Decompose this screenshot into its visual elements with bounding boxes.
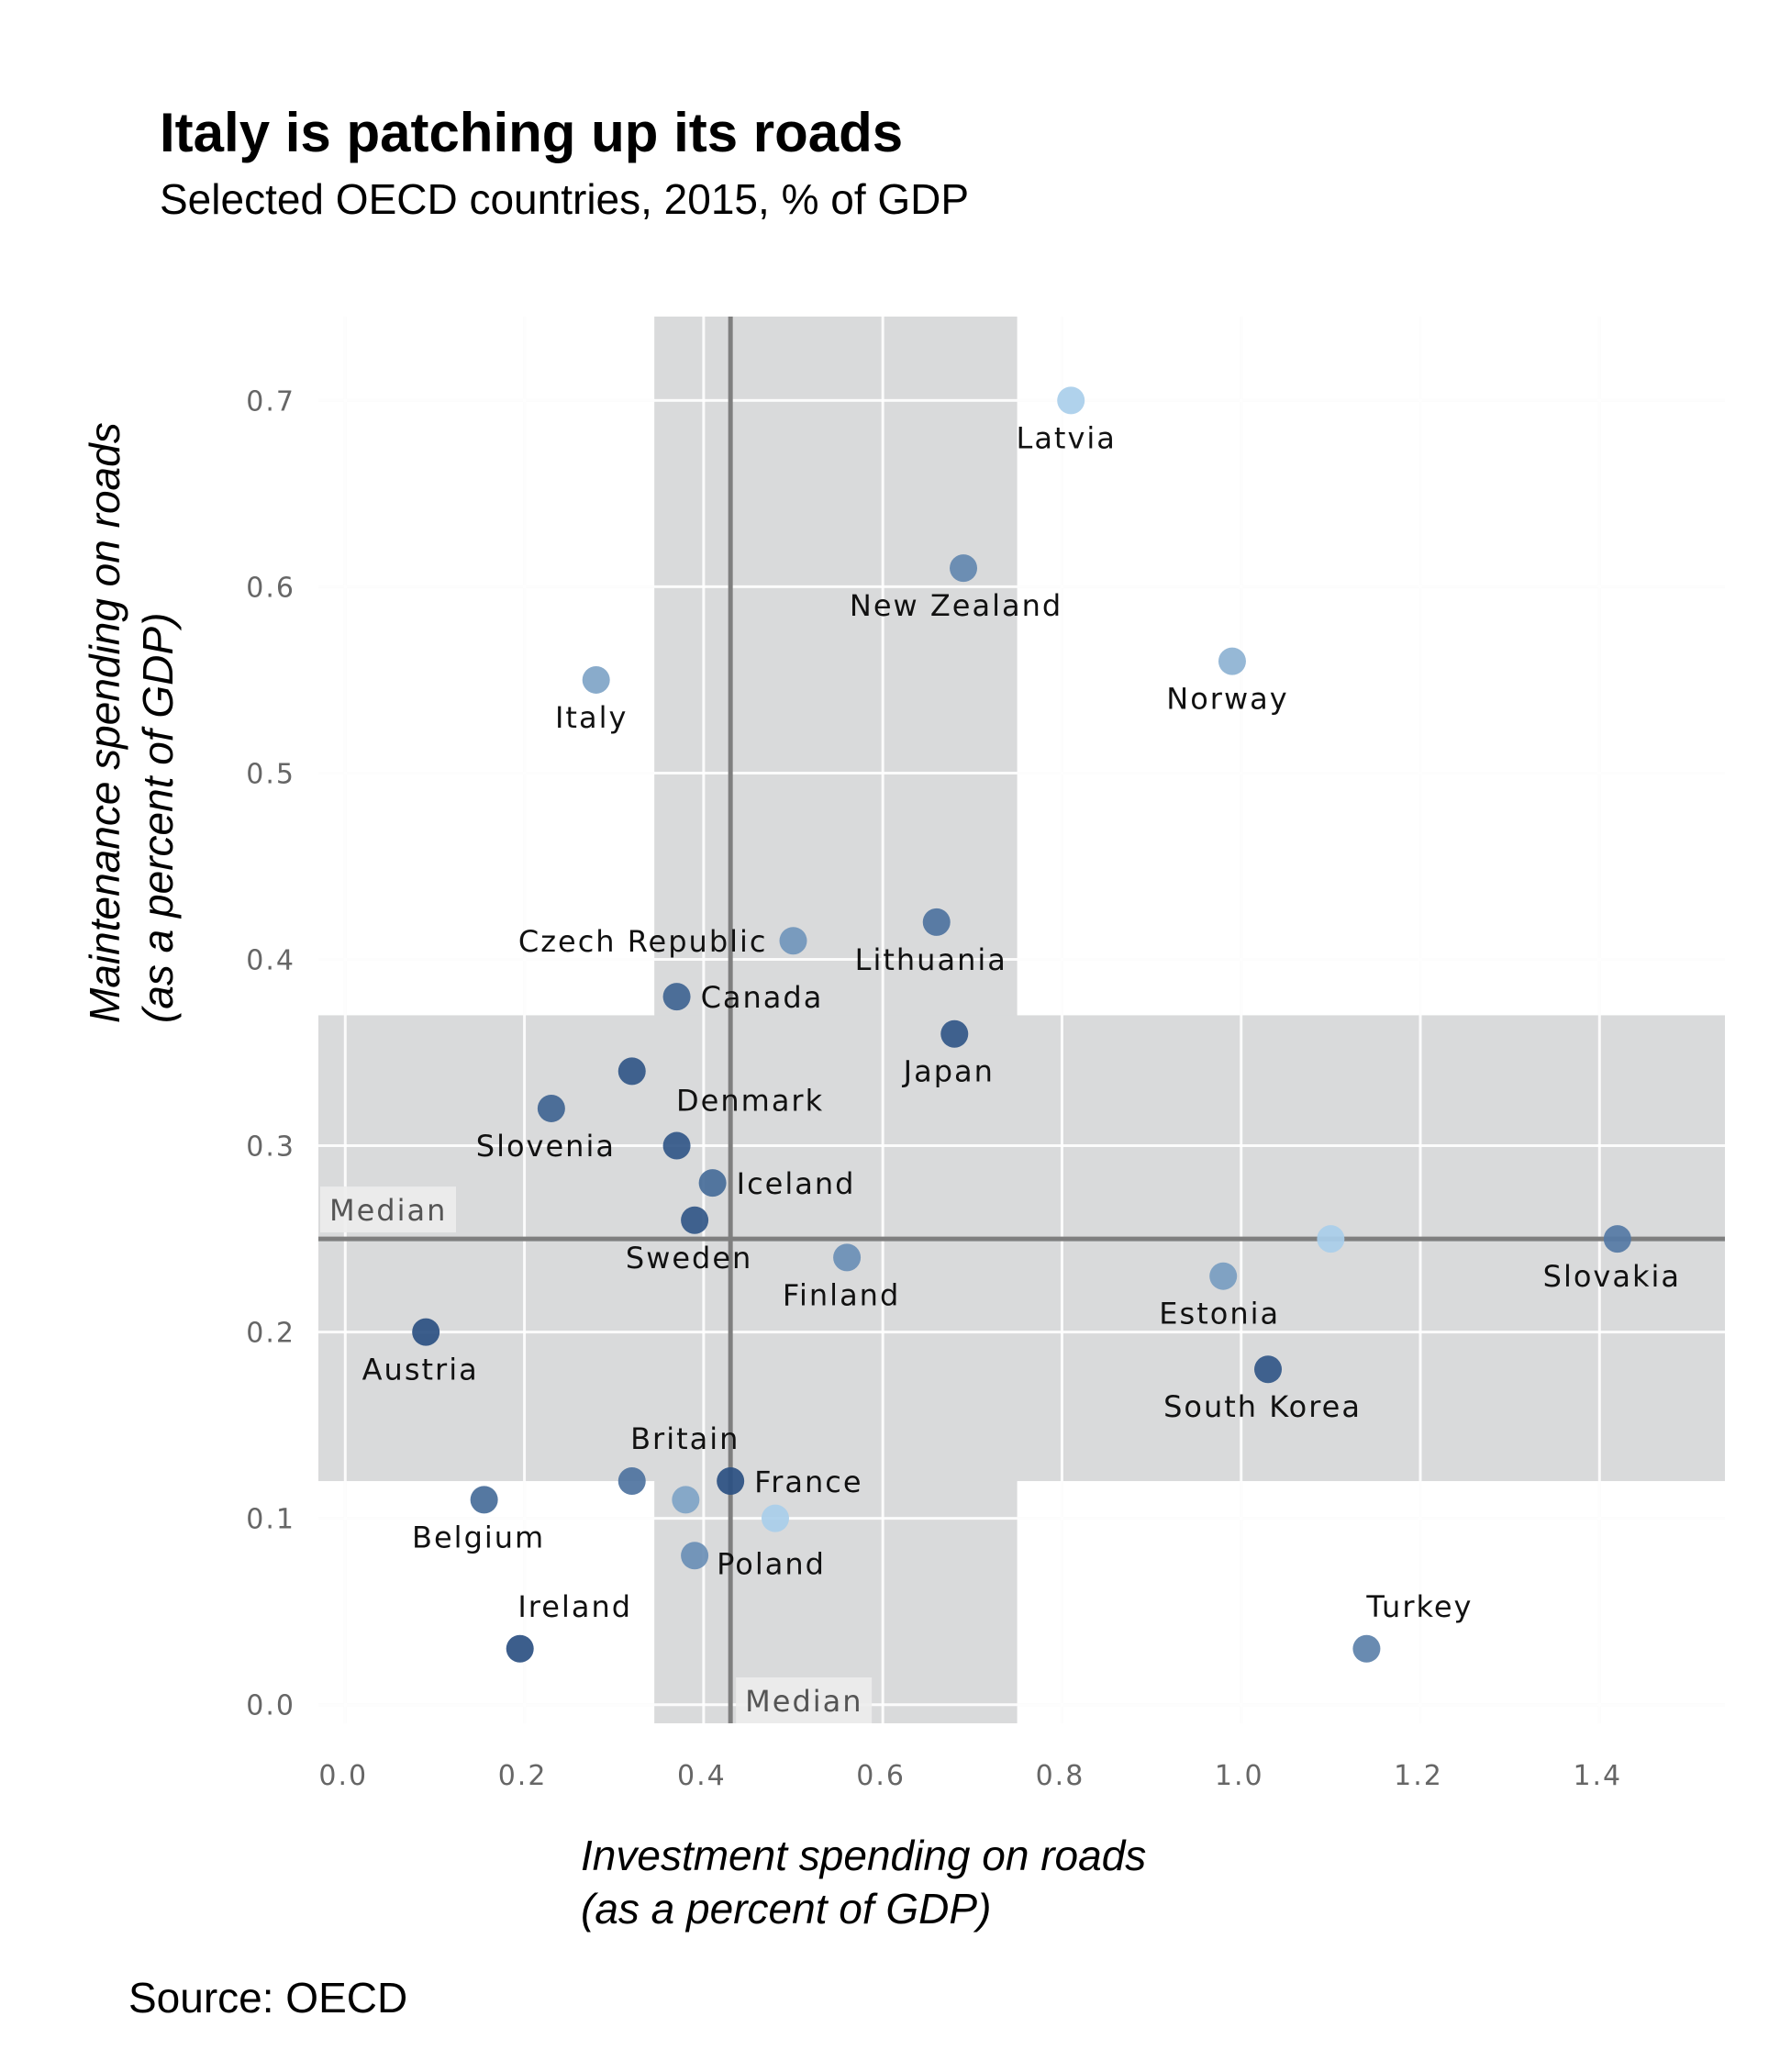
median-label-bg xyxy=(736,1677,873,1723)
horizontal-band xyxy=(318,1015,1725,1482)
y-axis-title-line2: (as a percent of GDP) xyxy=(134,613,182,1023)
data-point xyxy=(940,1019,969,1048)
point-label: Czech Republic xyxy=(518,924,768,959)
point-label: Turkey xyxy=(1365,1589,1473,1624)
data-point xyxy=(681,1542,709,1570)
x-tick-label: 0.2 xyxy=(498,1760,548,1792)
x-tick-label: 1.4 xyxy=(1573,1760,1622,1792)
point-label: Italy xyxy=(555,700,628,735)
median-label-horizontal: Median xyxy=(329,1193,447,1228)
point-label: France xyxy=(754,1465,862,1499)
data-point xyxy=(1218,647,1246,675)
data-point xyxy=(582,665,610,694)
y-tick-label: 0.6 xyxy=(246,572,295,604)
data-point xyxy=(672,1486,700,1514)
point-label: Lithuania xyxy=(855,942,1007,977)
data-point xyxy=(412,1318,440,1346)
point-label: Ireland xyxy=(517,1589,632,1624)
data-point xyxy=(779,927,807,955)
x-tick-label: 1.2 xyxy=(1394,1760,1443,1792)
data-point xyxy=(537,1094,565,1122)
y-tick-label: 0.0 xyxy=(246,1690,295,1722)
data-point xyxy=(617,1057,646,1086)
data-point xyxy=(698,1169,727,1198)
data-point xyxy=(1254,1355,1283,1384)
y-tick-label: 0.2 xyxy=(246,1318,295,1350)
data-point xyxy=(681,1206,709,1234)
x-tick-label: 0.8 xyxy=(1036,1760,1085,1792)
median-label-vertical: Median xyxy=(745,1684,862,1719)
data-point xyxy=(761,1504,789,1532)
data-point xyxy=(833,1243,862,1272)
point-label: Poland xyxy=(717,1546,826,1581)
x-tick-label: 1.0 xyxy=(1215,1760,1264,1792)
x-tick-label: 0.6 xyxy=(856,1760,906,1792)
data-point xyxy=(506,1634,534,1663)
data-point xyxy=(1209,1262,1238,1290)
y-tick-label: 0.3 xyxy=(246,1131,295,1164)
y-tick-label: 0.7 xyxy=(246,385,295,418)
chart-title: Italy is patching up its roads xyxy=(160,102,904,163)
median-label-bg xyxy=(320,1186,456,1233)
point-label: Estonia xyxy=(1159,1297,1280,1331)
data-point xyxy=(1317,1225,1345,1253)
point-label: South Korea xyxy=(1163,1389,1362,1424)
y-tick-label: 0.4 xyxy=(246,945,295,977)
x-axis-title-line2: (as a percent of GDP) xyxy=(581,1885,991,1933)
y-tick-label: 0.1 xyxy=(246,1504,295,1536)
y-axis-title-line1: Maintenance spending on roads xyxy=(81,422,128,1023)
x-tick-label: 0.0 xyxy=(318,1760,368,1792)
point-label: Latvia xyxy=(1016,420,1116,455)
data-point xyxy=(922,908,951,936)
x-tick-label: 0.4 xyxy=(677,1760,727,1792)
y-axis-title: Maintenance spending on roads (as a perce… xyxy=(81,422,182,1023)
point-label: Slovenia xyxy=(476,1129,616,1164)
data-point xyxy=(1057,386,1085,415)
point-label: Japan xyxy=(902,1054,995,1089)
point-label: Norway xyxy=(1166,682,1288,717)
data-point xyxy=(470,1486,498,1514)
point-label: Belgium xyxy=(412,1520,545,1554)
point-label: Denmark xyxy=(676,1084,824,1119)
point-label: Austria xyxy=(362,1353,479,1387)
point-label: Britain xyxy=(630,1421,740,1456)
data-point xyxy=(662,1131,691,1160)
data-point xyxy=(717,1467,745,1496)
point-label: New Zealand xyxy=(850,588,1062,623)
point-label: Slovakia xyxy=(1543,1259,1681,1294)
data-point xyxy=(662,983,691,1011)
x-axis-title-line1: Investment spending on roads xyxy=(581,1832,1146,1879)
y-tick-label: 0.5 xyxy=(246,758,295,790)
data-point xyxy=(1603,1225,1631,1253)
data-point xyxy=(950,554,978,583)
point-label: Canada xyxy=(701,980,824,1015)
point-label: Finland xyxy=(783,1277,900,1312)
point-label: Iceland xyxy=(737,1166,856,1201)
data-point xyxy=(617,1467,646,1496)
chart-subtitle: Selected OECD countries, 2015, % of GDP xyxy=(160,175,970,223)
data-point xyxy=(1352,1634,1381,1663)
source-note: Source: OECD xyxy=(128,1974,408,2022)
point-label: Sweden xyxy=(626,1241,752,1276)
